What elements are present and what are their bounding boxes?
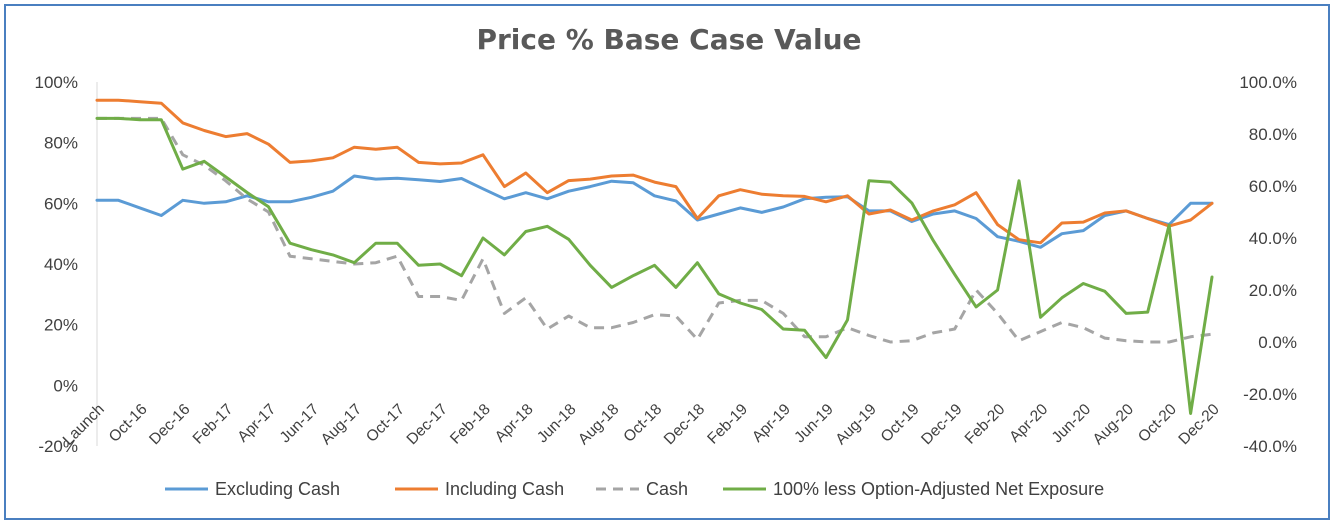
- left-tick-label: 60%: [44, 194, 78, 213]
- x-tick-label: Aug-18: [575, 401, 622, 448]
- series-line: [95, 174, 1214, 249]
- x-tick-label: Feb-18: [447, 401, 494, 448]
- x-tick-label: Feb-17: [190, 401, 237, 448]
- left-axis: -20% 0% 20% 40% 60% 80% 100%: [35, 73, 98, 456]
- left-tick-label: 0%: [53, 376, 78, 395]
- x-tick-label: Jun-20: [1049, 401, 1095, 447]
- left-tick-label: -20%: [38, 437, 78, 456]
- x-tick-label: Oct-20: [1135, 401, 1180, 446]
- series-line: [95, 116, 1214, 415]
- x-tick-label: Feb-20: [962, 401, 1009, 448]
- x-tick-label: Feb-19: [704, 401, 751, 448]
- right-tick-label: -20.0%: [1243, 385, 1297, 404]
- x-tick-label: Oct-16: [106, 401, 151, 446]
- right-tick-label: 20.0%: [1249, 281, 1297, 300]
- x-tick-label: Apr-17: [234, 401, 279, 446]
- right-tick-label: -40.0%: [1243, 437, 1297, 456]
- x-tick-label: Aug-19: [832, 401, 879, 448]
- legend-label: Excluding Cash: [215, 479, 340, 499]
- x-tick-label: Aug-17: [318, 401, 365, 448]
- right-tick-label: 60.0%: [1249, 177, 1297, 196]
- x-tick-label: Apr-19: [749, 401, 794, 446]
- x-tick-label: Dec-19: [918, 401, 965, 448]
- left-tick-label: 40%: [44, 255, 78, 274]
- x-tick-label: Dec-17: [404, 401, 451, 448]
- right-tick-label: 0.0%: [1258, 333, 1297, 352]
- right-axis: -40.0% -20.0% 0.0% 20.0% 40.0% 60.0% 80.0% 100.…: [1239, 73, 1297, 456]
- right-tick-label: 100.0%: [1239, 73, 1297, 92]
- x-tick-label: Jun-17: [277, 401, 323, 447]
- x-axis: LaunchOct-16Dec-16Feb-17Apr-17Jun-17Aug-…: [60, 401, 1223, 449]
- legend-label: Including Cash: [445, 479, 564, 499]
- x-tick-label: Oct-17: [363, 401, 408, 446]
- right-tick-label: 80.0%: [1249, 125, 1297, 144]
- x-tick-label: Jun-18: [534, 401, 580, 447]
- legend-label: 100% less Option-Adjusted Net Exposure: [773, 479, 1104, 499]
- x-tick-label: Dec-16: [146, 401, 193, 448]
- legend: Excluding Cash Including Cash Cash 100% les…: [165, 479, 1104, 499]
- series-line: [97, 116, 1213, 344]
- right-tick-label: 40.0%: [1249, 229, 1297, 248]
- left-tick-label: 100%: [35, 73, 78, 92]
- left-tick-label: 20%: [44, 316, 78, 335]
- chart-title: Price % Base Case Value: [476, 23, 861, 56]
- x-tick-label: Aug-20: [1090, 401, 1138, 449]
- x-tick-label: Oct-19: [878, 401, 923, 446]
- chart-frame: [4, 4, 1330, 520]
- x-tick-label: Oct-18: [620, 401, 665, 446]
- x-tick-label: Apr-20: [1006, 401, 1051, 446]
- x-tick-label: Dec-20: [1175, 401, 1223, 449]
- x-tick-label: Launch: [60, 401, 108, 449]
- series-layer: [95, 98, 1214, 415]
- x-tick-label: Jun-19: [791, 401, 837, 447]
- x-tick-label: Dec-18: [661, 401, 708, 448]
- left-tick-label: 80%: [44, 134, 78, 153]
- legend-label: Cash: [646, 479, 688, 499]
- series-line: [95, 98, 1214, 245]
- x-tick-label: Apr-18: [492, 401, 537, 446]
